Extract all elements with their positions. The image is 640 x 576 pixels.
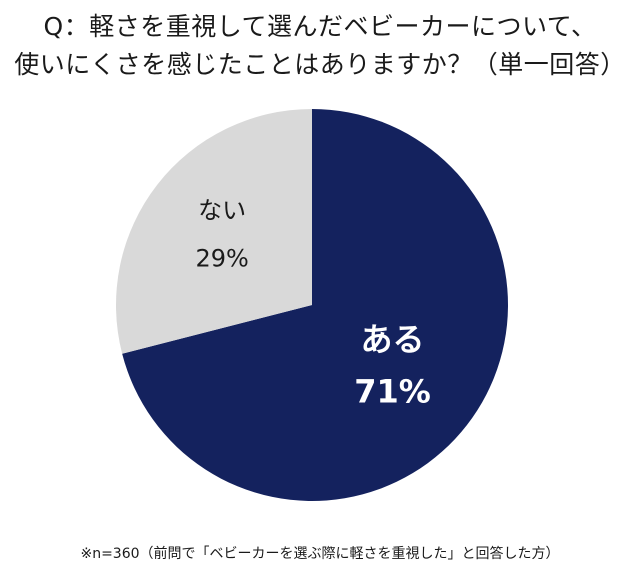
chart-title: Q：軽さを重視して選んだベビーカーについて、 使いにくさを感じたことはありますか… bbox=[0, 8, 640, 84]
chart-title-line-1: Q：軽さを重視して選んだベビーカーについて、 bbox=[43, 12, 597, 41]
slice-value-no: 29% bbox=[196, 244, 249, 272]
slice-label-no: ない bbox=[198, 196, 246, 224]
slice-label-yes: ある bbox=[361, 320, 425, 358]
slice-value-yes: 71% bbox=[354, 372, 431, 410]
pie-slice-yes bbox=[122, 109, 509, 502]
chart-title-line-2: 使いにくさを感じたことはありますか？（単一回答） bbox=[14, 50, 626, 79]
pie-slice-no bbox=[115, 109, 312, 354]
sample-size-note: ※n=360（前問で「ベビーカーを選ぶ際に軽さを重視した」と回答した方） bbox=[80, 546, 560, 562]
